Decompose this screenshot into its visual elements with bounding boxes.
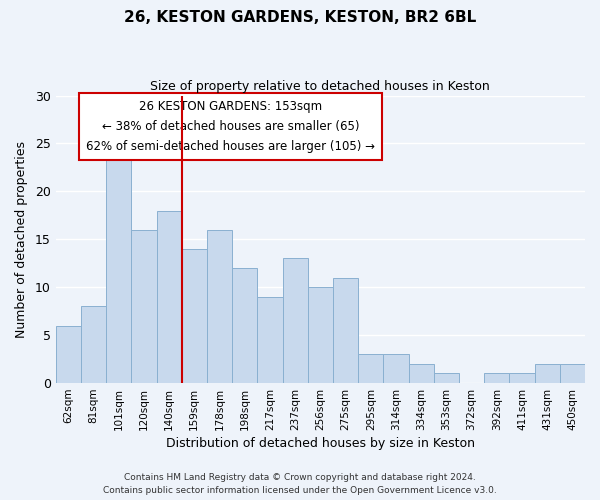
Bar bbox=[333, 278, 358, 383]
Text: 26, KESTON GARDENS, KESTON, BR2 6BL: 26, KESTON GARDENS, KESTON, BR2 6BL bbox=[124, 10, 476, 25]
Bar bbox=[409, 364, 434, 383]
Bar bbox=[308, 287, 333, 383]
Bar bbox=[257, 297, 283, 383]
Bar bbox=[358, 354, 383, 383]
Bar bbox=[509, 374, 535, 383]
Y-axis label: Number of detached properties: Number of detached properties bbox=[15, 141, 28, 338]
Bar bbox=[283, 258, 308, 383]
Bar bbox=[131, 230, 157, 383]
Bar bbox=[434, 374, 459, 383]
Bar bbox=[484, 374, 509, 383]
Text: Contains HM Land Registry data © Crown copyright and database right 2024.
Contai: Contains HM Land Registry data © Crown c… bbox=[103, 473, 497, 495]
Bar bbox=[157, 210, 182, 383]
Bar bbox=[535, 364, 560, 383]
Bar bbox=[56, 326, 81, 383]
Bar bbox=[81, 306, 106, 383]
Bar bbox=[232, 268, 257, 383]
Text: 26 KESTON GARDENS: 153sqm
← 38% of detached houses are smaller (65)
62% of semi-: 26 KESTON GARDENS: 153sqm ← 38% of detac… bbox=[86, 100, 375, 153]
Bar bbox=[383, 354, 409, 383]
X-axis label: Distribution of detached houses by size in Keston: Distribution of detached houses by size … bbox=[166, 437, 475, 450]
Bar bbox=[106, 144, 131, 383]
Bar bbox=[560, 364, 585, 383]
Bar bbox=[182, 249, 207, 383]
Title: Size of property relative to detached houses in Keston: Size of property relative to detached ho… bbox=[151, 80, 490, 93]
Bar bbox=[207, 230, 232, 383]
